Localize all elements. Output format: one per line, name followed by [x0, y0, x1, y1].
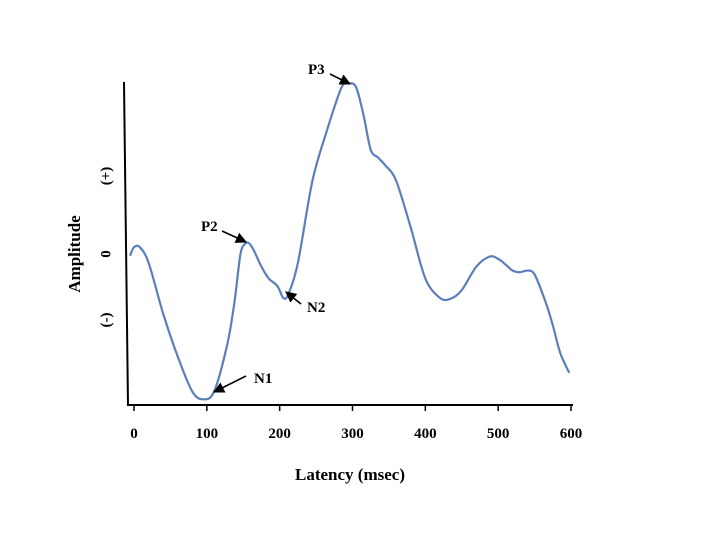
- x-tick-marks: [133, 405, 572, 411]
- x-axis-title: Latency (msec): [295, 465, 405, 484]
- x-tick-label: 0: [130, 426, 138, 442]
- x-tick-labels: 0 100 200 300 400 500 600: [130, 426, 582, 442]
- peak-arrow-p3: [329, 73, 352, 85]
- peak-arrow-n2: [285, 291, 302, 305]
- x-tick-label: 300: [341, 426, 364, 442]
- y-tick-label-negative: (-): [98, 313, 114, 328]
- x-tick-label: 400: [414, 426, 437, 442]
- y-axis-title: Amplitude: [65, 215, 84, 293]
- peak-arrow-n1: [212, 375, 247, 393]
- y-tick-label-zero: 0: [98, 250, 114, 258]
- peak-label-n2: N2: [307, 300, 325, 316]
- x-tick-label: 100: [196, 426, 219, 442]
- y-axis: [123, 81, 129, 407]
- x-tick-label: 500: [487, 426, 510, 442]
- series-line: [129, 81, 570, 401]
- x-tick-label: 200: [268, 426, 291, 442]
- x-tick-label: 600: [560, 426, 583, 442]
- y-tick-label-positive: (+): [98, 167, 114, 186]
- peak-arrow-p2: [221, 230, 248, 243]
- peak-label-p3: P3: [308, 62, 325, 78]
- peak-label-p2: P2: [201, 219, 218, 235]
- peak-label-n1: N1: [254, 371, 272, 387]
